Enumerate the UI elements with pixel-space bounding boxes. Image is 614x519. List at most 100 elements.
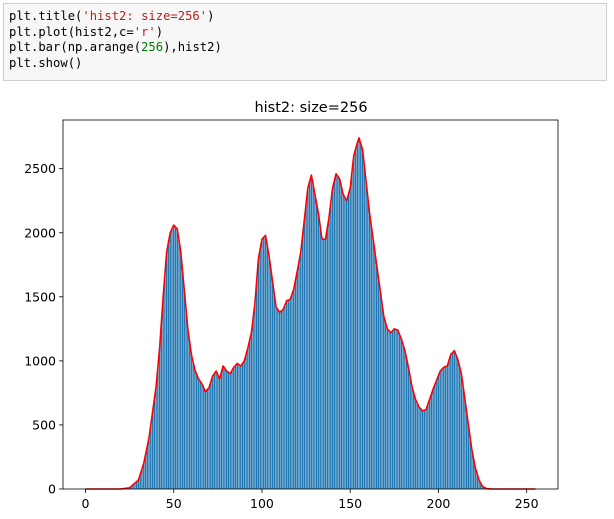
bar — [146, 446, 148, 489]
histogram-figure: hist2: size=256 0 50 100 150 200 250 0 500 1000… — [24, 100, 559, 511]
bar-series — [121, 137, 491, 489]
bar — [280, 310, 283, 489]
bar — [368, 213, 371, 489]
bar — [167, 242, 170, 489]
bar — [293, 289, 295, 489]
bar — [448, 360, 450, 489]
bar — [317, 213, 320, 489]
bar — [220, 372, 223, 489]
bar — [218, 378, 221, 489]
bar — [243, 360, 246, 489]
bar — [241, 363, 244, 489]
bar — [340, 186, 343, 489]
bar — [151, 412, 154, 489]
bar — [174, 226, 177, 489]
bar — [169, 232, 171, 489]
bar — [451, 352, 454, 489]
bar — [300, 251, 302, 489]
line-series — [85, 137, 536, 490]
bar — [471, 450, 473, 489]
bar — [421, 410, 424, 489]
bar — [271, 281, 274, 489]
bar — [231, 370, 233, 489]
bar — [238, 364, 240, 489]
bar — [234, 365, 237, 489]
bar — [130, 486, 133, 489]
bar — [480, 483, 482, 489]
bar — [255, 280, 258, 489]
bar — [245, 354, 247, 489]
bar — [432, 389, 434, 489]
bar — [425, 409, 427, 489]
code-line: plt.bar(np.arange(256),hist2) — [9, 40, 606, 56]
bar — [148, 437, 150, 489]
bar — [308, 181, 311, 489]
bar — [204, 391, 207, 489]
bar — [141, 468, 143, 489]
bar — [469, 437, 471, 489]
bar — [443, 367, 445, 489]
x-tick-label: 200 — [427, 496, 451, 511]
bar — [208, 387, 210, 489]
bar — [349, 187, 351, 489]
bar — [400, 339, 403, 489]
bar — [474, 468, 477, 489]
y-tick-label: 2000 — [24, 225, 56, 240]
x-tick-label: 100 — [250, 496, 274, 511]
bar — [397, 330, 399, 489]
bar — [192, 362, 194, 489]
bar — [247, 348, 249, 489]
bar — [298, 261, 300, 489]
bar — [222, 366, 224, 489]
bar — [135, 481, 138, 489]
bar — [259, 248, 261, 489]
bar — [213, 373, 216, 489]
bar — [390, 332, 392, 489]
bar — [476, 474, 478, 489]
bar — [264, 235, 267, 489]
bar — [273, 294, 276, 489]
code-token: ) — [155, 24, 164, 39]
x-tick-label: 250 — [515, 496, 539, 511]
bar — [326, 228, 328, 489]
bar — [315, 203, 318, 489]
bar — [405, 358, 408, 489]
x-tick-label: 0 — [82, 496, 90, 511]
bar — [386, 328, 388, 489]
number-token: 256 — [141, 40, 164, 54]
bar — [344, 197, 346, 489]
bar — [225, 371, 228, 489]
bar — [289, 299, 291, 489]
bar — [441, 369, 443, 489]
bar — [457, 359, 459, 489]
bar — [134, 483, 136, 489]
bar — [210, 382, 212, 489]
bar — [375, 264, 378, 489]
bar — [162, 296, 164, 489]
code-cell[interactable]: plt.title('hist2: size=256') plt.plot(hi… — [3, 3, 607, 81]
bar — [183, 290, 186, 489]
bar — [370, 226, 373, 489]
bar — [252, 317, 254, 489]
bar — [377, 277, 380, 489]
bar — [404, 350, 406, 489]
y-tick-label: 1000 — [24, 353, 56, 368]
y-tick-label: 1500 — [24, 289, 56, 304]
bar — [217, 374, 219, 489]
bar — [257, 258, 260, 489]
bar — [153, 399, 156, 489]
bar — [270, 268, 272, 489]
bar — [365, 181, 367, 489]
bar — [137, 480, 140, 489]
code-token: ) — [207, 9, 215, 23]
bar — [360, 143, 362, 489]
bar — [197, 378, 200, 489]
bar — [291, 294, 293, 489]
bar — [407, 367, 410, 489]
bar — [263, 237, 265, 489]
bar — [268, 255, 270, 489]
bar — [444, 366, 447, 489]
bar — [278, 312, 281, 489]
bar — [160, 322, 163, 489]
bar — [464, 399, 466, 489]
